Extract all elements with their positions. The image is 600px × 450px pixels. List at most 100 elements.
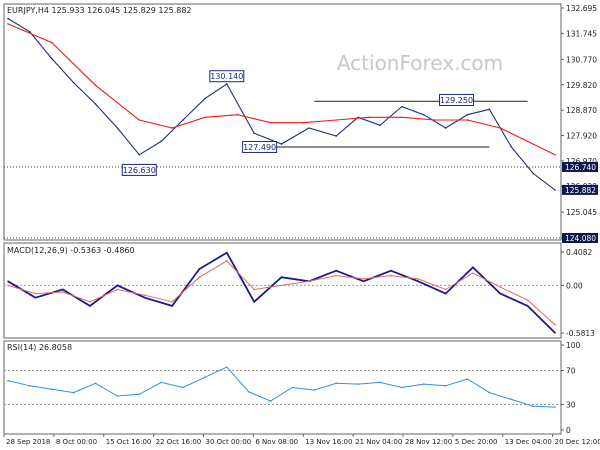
macd-title: MACD(12,26,9) -0.5363 -0.4860 <box>7 246 135 255</box>
price-price-point <box>204 97 206 100</box>
price-tag-box <box>562 161 598 172</box>
price-price-point <box>253 132 255 135</box>
macd-signal-point <box>253 288 255 291</box>
macd-signal-point <box>444 288 447 291</box>
rsi-rsi-point <box>335 382 338 385</box>
x-tick-label: 6 Nov 08:00 <box>255 438 298 446</box>
macd-signal-point <box>554 323 556 326</box>
rsi-rsi-point <box>379 381 381 384</box>
macd-macd-point <box>226 251 228 254</box>
macd-signal-point <box>34 292 37 295</box>
rsi-rsi-point <box>313 389 316 391</box>
price-tag-box <box>562 184 598 195</box>
rsi-rsi-point <box>94 382 97 385</box>
macd-y-tick-label: 0.4082 <box>566 248 592 257</box>
macd-layer <box>4 251 561 334</box>
rsi-pane-frame <box>3 340 562 435</box>
price-price-point <box>401 105 403 108</box>
price-moving_average-point <box>138 119 141 121</box>
price-price-point <box>422 113 425 116</box>
price-moving_average-point <box>7 23 9 25</box>
price-price-point <box>226 83 228 85</box>
macd-macd-point <box>444 292 447 295</box>
rsi-rsi-point <box>160 381 162 384</box>
macd-signal-point <box>280 284 283 287</box>
price-pane-frame <box>3 3 562 241</box>
macd-signal-point <box>198 276 201 279</box>
macd-signal-point <box>226 260 228 262</box>
x-tick-label: 21 Nov 04:00 <box>355 438 402 446</box>
rsi-rsi-point <box>50 388 53 391</box>
macd-signal-point <box>143 294 146 297</box>
main-chart-title: EURJPY,H4 125.933 126.045 125.829 125.88… <box>7 6 192 15</box>
macd-macd-point <box>335 269 338 272</box>
price-moving_average-point <box>521 137 523 140</box>
rsi-rsi-point <box>72 391 75 394</box>
macd-signal-point <box>472 272 474 274</box>
x-tick-label: 13 Dec 04:00 <box>505 438 552 446</box>
macd-macd-point <box>417 280 420 283</box>
macd-macd-point <box>499 292 502 295</box>
macd-signal-point <box>526 299 529 301</box>
macd-signal-point <box>7 284 9 287</box>
macd-macd-point <box>253 300 255 303</box>
price-price-point <box>466 113 469 116</box>
watermark: ActionForex.com <box>337 51 503 75</box>
macd-macd-point <box>89 305 91 307</box>
annotation-box <box>439 93 475 106</box>
price-moving_average-point <box>466 119 469 121</box>
rsi-rsi-point <box>510 398 513 401</box>
price-price-point <box>379 124 381 127</box>
rsi-rsi-point <box>422 383 425 385</box>
macd-signal-point <box>116 288 119 291</box>
price-tag-box <box>562 233 598 243</box>
rsi-y-tick-label: 100 <box>566 341 581 350</box>
price-tag-label: 126.740 <box>565 163 596 172</box>
price-y-tick-label: 127.920 <box>566 131 597 140</box>
macd-signal-point <box>61 291 64 293</box>
price-price-point <box>532 172 534 175</box>
macd-y-tick-label: -0.5813 <box>566 329 595 338</box>
rsi-rsi-point <box>116 395 119 397</box>
rsi-rsi-point <box>532 405 534 408</box>
macd-signal-point <box>171 300 173 303</box>
macd-macd-point <box>390 269 392 272</box>
macd-macd-point <box>362 280 365 283</box>
price-price-point <box>510 145 513 148</box>
price-price-point <box>308 127 310 129</box>
price-moving_average-point <box>171 127 173 129</box>
x-tick-label: 15 Oct 16:00 <box>106 438 152 446</box>
rsi-rsi-line <box>7 366 556 408</box>
annotation-label: 126.630 <box>123 166 156 175</box>
macd-macd-point <box>554 332 556 334</box>
x-tick-label: 30 Oct 00:00 <box>206 438 252 446</box>
rsi-rsi-point <box>138 393 141 396</box>
price-price-point <box>160 140 162 143</box>
macd-signal-point <box>308 280 310 283</box>
rsi-rsi-point <box>291 386 294 389</box>
rsi-rsi-point <box>488 391 491 394</box>
price-moving_average-point <box>302 121 305 124</box>
price-price-point <box>72 81 75 84</box>
rsi-rsi-point <box>182 386 184 389</box>
price-y-tick-label: 131.745 <box>566 29 597 38</box>
price-y-tick-label: 125.045 <box>566 208 597 217</box>
price-price-point <box>444 127 447 129</box>
macd-macd-point <box>143 296 146 299</box>
x-tick-label: 5 Dec 20:00 <box>455 438 498 446</box>
price-price-point <box>554 189 556 191</box>
x-tick-label: 20 Dec 12:00 <box>555 438 600 446</box>
price-price-point <box>7 17 9 20</box>
x-tick-label: 22 Oct 16:00 <box>156 438 202 446</box>
macd-macd-point <box>526 305 529 307</box>
price-y-tick-label: 128.870 <box>566 106 597 115</box>
rsi-rsi-point <box>357 383 359 385</box>
price-moving_average-point <box>433 119 436 121</box>
rsi-rsi-point <box>247 390 250 393</box>
macd-signal-point <box>335 274 338 277</box>
price-price-point <box>50 57 53 60</box>
price-y-tick-label: 129.820 <box>566 81 597 90</box>
macd-macd-point <box>171 305 173 307</box>
price-moving_average-point <box>368 116 370 119</box>
price-moving_average-point <box>335 119 338 121</box>
